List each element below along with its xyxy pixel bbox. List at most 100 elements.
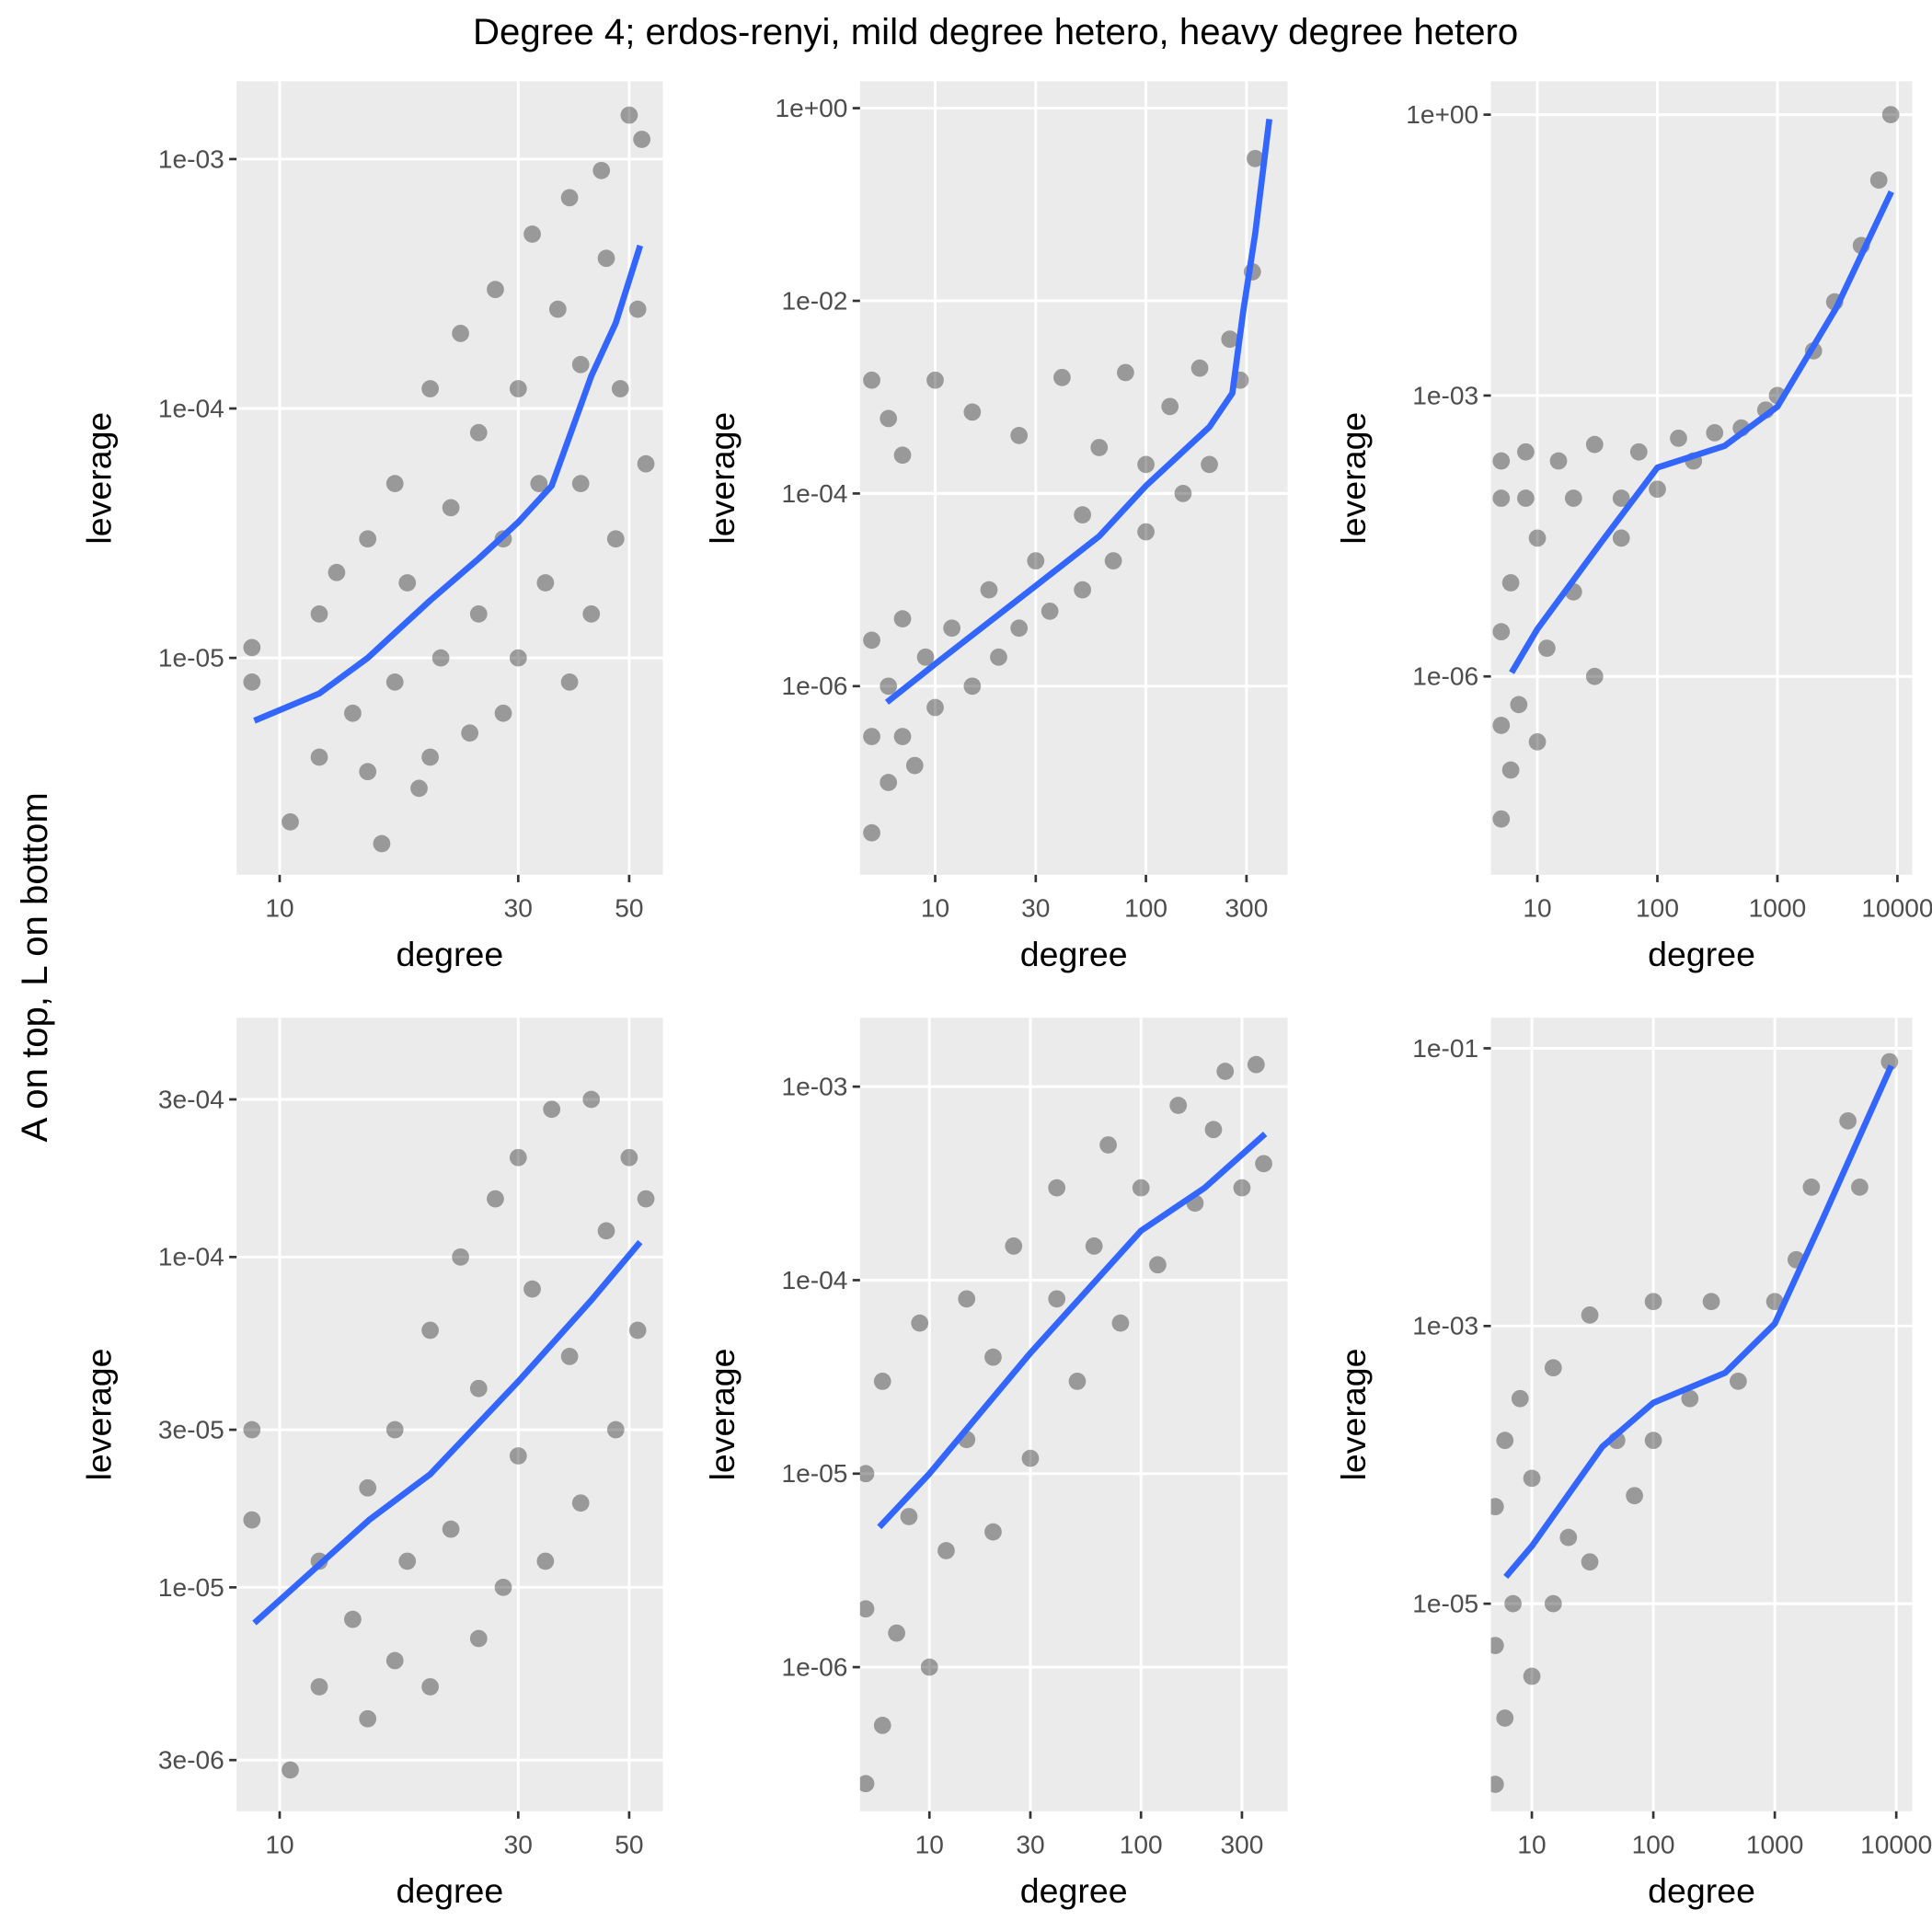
- x-tick-label: 10: [265, 1830, 293, 1858]
- point: [1085, 1237, 1103, 1255]
- point: [628, 1321, 647, 1340]
- point: [1564, 489, 1582, 507]
- panel-background: [236, 81, 663, 875]
- point: [1644, 1293, 1662, 1311]
- point: [359, 1478, 377, 1497]
- point: [984, 1348, 1002, 1366]
- point: [1702, 1293, 1720, 1311]
- point: [1528, 732, 1547, 751]
- point: [536, 574, 555, 592]
- point: [469, 1379, 488, 1397]
- point: [344, 704, 362, 722]
- panel-background: [859, 81, 1288, 875]
- point: [421, 1321, 439, 1340]
- y-tick-label: 1e-05: [1412, 1590, 1478, 1618]
- point: [373, 834, 391, 853]
- x-tick-label: 100: [1124, 893, 1167, 922]
- point: [963, 677, 982, 696]
- point: [592, 161, 611, 179]
- x-tick-label: 10000: [1861, 893, 1932, 922]
- y-axis-title: leverage: [703, 1349, 742, 1481]
- point: [1190, 359, 1209, 377]
- point: [1247, 1055, 1265, 1074]
- x-tick-label: 10: [265, 893, 293, 922]
- point: [359, 530, 377, 548]
- x-axis-title: degree: [1648, 1871, 1755, 1910]
- point: [873, 1373, 891, 1390]
- x-tick-label: 10: [915, 1830, 944, 1858]
- panel-background: [236, 1018, 663, 1811]
- point: [1670, 429, 1687, 447]
- point: [1204, 1121, 1223, 1139]
- smooth-line: [1503, 1064, 1894, 1580]
- point: [963, 403, 982, 421]
- point: [1216, 1063, 1235, 1080]
- point: [1137, 523, 1155, 541]
- x-axis-title: degree: [1020, 935, 1128, 973]
- point: [1221, 330, 1239, 349]
- point: [1523, 1667, 1541, 1685]
- point: [1538, 639, 1556, 657]
- point: [1169, 1097, 1188, 1114]
- point: [943, 619, 961, 638]
- point: [628, 300, 647, 318]
- y-tick-label: 1e-03: [1412, 381, 1478, 409]
- y-axis-title: leverage: [1334, 1349, 1373, 1481]
- point: [442, 499, 460, 517]
- point: [1021, 1449, 1040, 1467]
- point: [1802, 1179, 1821, 1196]
- x-axis-title: degree: [396, 935, 503, 973]
- point: [1492, 810, 1511, 828]
- point: [1706, 424, 1724, 442]
- y-tick-label: 3e-06: [158, 1746, 224, 1775]
- point: [1104, 552, 1122, 569]
- point: [1492, 489, 1511, 507]
- point: [1523, 1469, 1541, 1488]
- point: [1053, 368, 1071, 386]
- point: [1496, 1432, 1514, 1450]
- point: [1161, 397, 1179, 416]
- y-tick-label: 1e-01: [1412, 1034, 1478, 1063]
- point: [863, 631, 880, 650]
- point: [582, 1090, 601, 1109]
- point: [1559, 1528, 1578, 1547]
- point: [548, 300, 567, 318]
- point: [530, 475, 548, 493]
- point: [1851, 1179, 1869, 1196]
- x-tick-label: 10: [921, 893, 949, 922]
- point: [1027, 552, 1045, 569]
- point: [1612, 489, 1630, 507]
- point: [893, 610, 912, 628]
- point: [863, 823, 880, 842]
- point: [926, 698, 944, 717]
- smooth-line: [877, 1131, 1268, 1530]
- point: [1117, 363, 1134, 382]
- point: [243, 673, 261, 691]
- point: [880, 677, 898, 696]
- y-axis-title: leverage: [80, 1349, 119, 1481]
- point: [1510, 696, 1528, 714]
- point: [1074, 506, 1091, 524]
- point: [597, 249, 615, 268]
- point: [1544, 1594, 1562, 1613]
- point: [1528, 529, 1547, 547]
- point: [606, 1420, 625, 1439]
- point: [984, 1523, 1002, 1541]
- point: [1585, 667, 1604, 685]
- point: [1492, 452, 1511, 470]
- point: [1511, 1389, 1529, 1408]
- point: [1149, 1256, 1167, 1274]
- y-tick-label: 1e-05: [158, 643, 224, 672]
- point: [328, 563, 346, 581]
- y-tick-label: 1e-05: [782, 1459, 848, 1488]
- point: [859, 1465, 875, 1483]
- x-tick-label: 100: [1632, 1830, 1675, 1858]
- point: [543, 1100, 561, 1119]
- point: [1644, 1432, 1662, 1450]
- y-tick-label: 1e-05: [158, 1573, 224, 1602]
- y-axis-title: leverage: [1334, 412, 1373, 545]
- point: [469, 1629, 488, 1648]
- point: [359, 1709, 377, 1728]
- point: [1137, 455, 1155, 474]
